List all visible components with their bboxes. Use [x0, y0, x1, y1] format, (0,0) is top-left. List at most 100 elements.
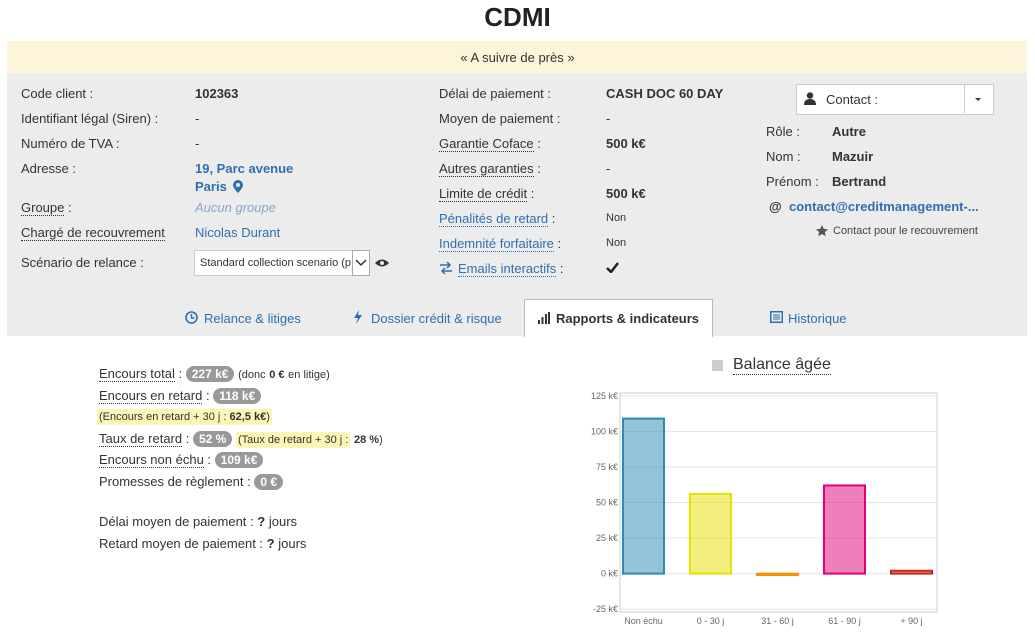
- badge: 227 k€: [185, 366, 235, 382]
- label: Indemnité forfaitaire :: [439, 236, 562, 252]
- label: Scénario de relance :: [21, 255, 144, 270]
- label: Groupe :: [21, 200, 72, 216]
- scenario-select[interactable]: Standard collection scenario (p: [194, 250, 359, 276]
- stat-row: Délai moyen de paiement : ? jours: [99, 514, 297, 529]
- dropdown-label[interactable]: Contact :: [826, 92, 879, 107]
- sep: :: [68, 200, 72, 215]
- note: (Encours en retard + 30 j :: [99, 411, 227, 423]
- label: Identifiant légal (Siren) :: [21, 111, 159, 126]
- sep: :: [207, 452, 212, 467]
- sep: :: [559, 261, 564, 276]
- email-link[interactable]: contact@creditmanagement-...: [789, 199, 979, 214]
- x-tick-label: 0 - 30 j: [697, 616, 725, 626]
- y-tick-label: -25 k€: [593, 604, 618, 614]
- label: Pénalités de retard :: [439, 211, 556, 227]
- value: Non: [606, 237, 627, 249]
- sep: :: [557, 236, 562, 251]
- city-link[interactable]: Paris: [195, 179, 227, 194]
- label: Nom :: [766, 149, 801, 164]
- value: CASH DOC 60 DAY: [606, 86, 724, 101]
- y-tick-label: 125 k€: [591, 391, 618, 401]
- value: Mazuir: [832, 149, 874, 164]
- bar: [689, 492, 732, 575]
- x-tick-label: 31 - 60 j: [761, 616, 794, 626]
- x-tick-label: 61 - 90 j: [828, 616, 861, 626]
- label: Emails interactifs :: [458, 261, 564, 277]
- stat-label: Encours en retard: [99, 388, 203, 404]
- stat-value: ?: [257, 514, 266, 529]
- tab[interactable]: Relance & litiges: [204, 311, 301, 326]
- label: Numéro de TVA :: [21, 136, 120, 151]
- bolt-icon: [354, 310, 362, 324]
- label-text[interactable]: Indemnité forfaitaire: [439, 236, 554, 252]
- contact-dropdown[interactable]: [796, 84, 994, 115]
- value: 500 k€: [606, 136, 646, 151]
- bar: [622, 417, 665, 575]
- note-value: 28 %: [353, 434, 380, 446]
- clock-icon: [185, 311, 198, 324]
- label: Code client :: [21, 86, 94, 101]
- bar: [890, 569, 933, 575]
- contact-note: Contact pour le recouvrement: [833, 225, 978, 237]
- email-prefix: @: [769, 199, 782, 214]
- label-text[interactable]: Pénalités de retard: [439, 211, 549, 227]
- label-text[interactable]: Emails interactifs: [458, 261, 557, 277]
- address-link[interactable]: 19, Parc avenue: [195, 161, 294, 176]
- stat-value: ?: [266, 536, 275, 551]
- sep: :: [530, 186, 535, 201]
- sep: :: [551, 211, 556, 226]
- star-icon: [816, 225, 828, 237]
- badge: 0 €: [254, 474, 284, 490]
- stat-row: Retard moyen de paiement : ? jours: [99, 536, 306, 551]
- label-text: Autres garanties: [439, 161, 534, 177]
- active-tab[interactable]: [524, 299, 713, 337]
- stat-label: Encours non échu: [99, 452, 204, 468]
- stat-row: Taux de retard : 52 % (Taux de retard + …: [99, 431, 383, 448]
- banner: [7, 41, 1027, 73]
- value: 500 k€: [606, 186, 646, 201]
- select-controls[interactable]: [352, 250, 394, 276]
- y-tick-label: 50 k€: [596, 498, 618, 508]
- label: Moyen de paiement :: [439, 111, 561, 126]
- y-tick-label: 0 k€: [601, 569, 618, 579]
- note: (Taux de retard + 30 j :: [235, 432, 351, 448]
- label: Prénom :: [766, 174, 819, 189]
- y-tick-label: 25 k€: [596, 533, 618, 543]
- page-title: CDMI: [484, 2, 551, 32]
- label-text: Limite de crédit: [439, 186, 528, 202]
- stat-row: Encours total : 227 k€ (donc 0 € en liti…: [99, 366, 330, 382]
- label: Limite de crédit :: [439, 186, 535, 202]
- tab[interactable]: Dossier crédit & risque: [371, 311, 502, 326]
- chart: -25 k€ 0 k€ 25 k€ 50 k€ 75 k€ 100 k€ 125 k€ Non…: [591, 391, 938, 626]
- sep: :: [185, 431, 190, 446]
- stat-label: Encours total: [99, 366, 175, 382]
- dropdown-caret[interactable]: [964, 85, 992, 113]
- badge: 52 %: [192, 431, 233, 447]
- label: Autres garanties :: [439, 161, 541, 177]
- badge: 118 k€: [213, 388, 262, 404]
- y-tick-label: 100 k€: [591, 426, 618, 436]
- value: -: [195, 136, 200, 151]
- x-tick-label: Non échu: [624, 616, 663, 626]
- note: (donc: [238, 369, 266, 381]
- tab[interactable]: Rapports & indicateurs: [556, 311, 700, 326]
- bar: [823, 484, 866, 575]
- note: ): [266, 411, 270, 423]
- value: -: [195, 111, 200, 126]
- sep: :: [537, 161, 541, 176]
- note: en litige): [288, 369, 330, 381]
- stat-row: Encours en retard : 118 k€: [99, 388, 262, 404]
- value[interactable]: Aucun groupe: [195, 200, 276, 215]
- tab[interactable]: Historique: [788, 311, 847, 326]
- chart-title: Balance âgée: [733, 356, 831, 375]
- stat-label: Retard moyen de paiement :: [99, 536, 264, 551]
- bar: [756, 572, 799, 577]
- value[interactable]: Nicolas Durant: [195, 225, 281, 240]
- label: Garantie Coface :: [439, 136, 541, 152]
- sep: :: [345, 434, 349, 446]
- note-value: 0 €: [269, 369, 285, 381]
- note-value: 62,5 k€: [229, 411, 267, 423]
- y-tick-label: 75 k€: [596, 462, 618, 472]
- label: Chargé de recouvrement: [21, 225, 165, 241]
- sep: :: [205, 388, 210, 403]
